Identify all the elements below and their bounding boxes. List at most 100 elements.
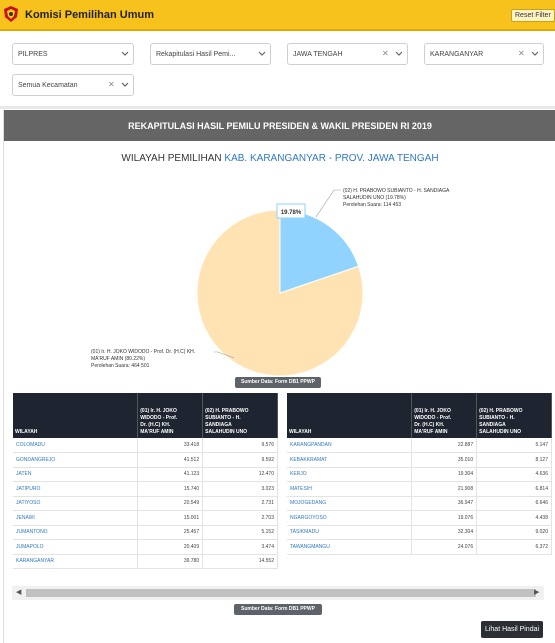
votes-01-cell: 20.549 — [137, 496, 204, 511]
region-link[interactable]: KERJO — [287, 467, 413, 482]
region-link[interactable]: JATEN — [13, 467, 139, 482]
clear-icon[interactable]: ✕ — [382, 49, 389, 58]
votes-02-cell: 2.703 — [202, 510, 278, 526]
table-row: TASIKMADU 32.304 9.020 — [287, 525, 552, 540]
col-01-line: MA'RUF AMIN — [414, 429, 448, 435]
table-header-row: WILAYAH (01) Ir. H. JOKO WIDODO - Prof. … — [287, 393, 552, 438]
table-row: KEBAKKRAMAT 35.010 8.127 — [287, 452, 552, 468]
table-row: JATEN 41.123 12.470 — [13, 467, 278, 482]
votes-01-cell: 19.304 — [411, 467, 478, 482]
result-panel: REKAPITULASI HASIL PEMILU PRESIDEN & WAK… — [3, 110, 555, 643]
slice-label: SALAHUDIN UNO (19.78%) — [343, 195, 406, 201]
votes-02-cell: 3.023 — [202, 481, 278, 497]
result-table-left: WILAYAH (01) Ir. H. JOKO WIDODO - Prof. … — [13, 393, 278, 569]
region-link[interactable]: MOJOGEDANG — [287, 496, 413, 511]
kabupaten-select-value: KARANGANYAR — [430, 51, 484, 58]
region-link[interactable]: JUMAPOLO — [13, 539, 139, 555]
horizontal-scrollbar[interactable]: ◀ ▶ — [12, 586, 544, 600]
votes-02-cell: 6.372 — [476, 539, 552, 555]
col-02-line: SANDIAGA — [205, 422, 232, 428]
kecamatan-select[interactable]: Semua Kecamatan ✕ — [12, 74, 134, 96]
votes-01-cell: 15.001 — [137, 510, 204, 526]
pemilu-select[interactable]: PILPRES — [12, 43, 134, 65]
region-link[interactable]: COLOMADU — [13, 438, 139, 453]
col-01-line: WIDODO - Prof. — [414, 415, 452, 421]
chevron-down-icon — [258, 51, 266, 56]
table-row: JUMANTONO 25.457 5.152 — [13, 525, 278, 540]
reset-filter-button[interactable]: Reset Filter — [511, 9, 555, 22]
votes-02-cell: 4.438 — [476, 510, 552, 526]
chevron-down-icon — [395, 51, 403, 56]
table-row: KERJO 19.304 4.636 — [287, 467, 552, 482]
clear-icon[interactable]: ✕ — [108, 80, 115, 89]
region-link[interactable]: JENAWI — [13, 510, 139, 526]
table-row: COLOMADU 33.418 9.576 — [13, 438, 278, 453]
table-row: JUMAPOLO 20.409 3.474 — [13, 539, 278, 555]
region-link[interactable]: KEBAKKRAMAT — [287, 452, 413, 468]
region-link[interactable]: JATIPURO — [13, 481, 139, 497]
votes-02-cell: 12.470 — [202, 467, 278, 482]
region-link[interactable]: TAWANGMANGU — [287, 539, 413, 555]
votes-02-cell: 9.576 — [202, 438, 278, 453]
view-scan-button[interactable]: Lihat Hasil Pindai — [481, 621, 543, 638]
scroll-left-arrow-icon[interactable]: ◀ — [16, 589, 22, 596]
source-badge: Sumber Data: Form DB1 PPWP — [235, 377, 321, 388]
region-link[interactable]: TASIKMADU — [287, 525, 413, 540]
region-link[interactable]: JATIYOSO — [13, 496, 139, 511]
votes-01-cell: 22.887 — [411, 438, 478, 453]
col-candidate-02: (02) H. PRABOWO SUBIANTO - H. SANDIAGA S… — [202, 393, 278, 438]
wilayah-prefix: WILAYAH PEMILIHAN — [121, 153, 222, 164]
table-row: KARANGANYAR 39.780 14.552 — [13, 554, 278, 569]
region-link[interactable]: GONDANGREJO — [13, 452, 139, 468]
table-row: MATESIH 21.908 6.814 — [287, 481, 552, 497]
region-link[interactable]: KARANGPANDAN — [287, 438, 413, 453]
votes-02-cell: 14.552 — [202, 554, 278, 569]
chevron-down-icon — [121, 82, 129, 87]
kabupaten-select[interactable]: KARANGANYAR ✕ — [424, 43, 544, 65]
panel-header: REKAPITULASI HASIL PEMILU PRESIDEN & WAK… — [4, 110, 555, 141]
votes-01-cell: 32.304 — [411, 525, 478, 540]
col-candidate-01: (01) Ir. H. JOKO WIDODO - Prof. Dr. (H.C… — [137, 393, 204, 438]
col-02-line: SUBIANTO - H. — [205, 415, 241, 421]
slice-label: (01) Ir. H. JOKO WIDODO - Prof. Dr. (H.C… — [91, 349, 195, 355]
votes-02-cell: 8.127 — [476, 452, 552, 468]
votes-01-cell: 25.457 — [137, 525, 204, 540]
clear-icon[interactable]: ✕ — [518, 49, 525, 58]
pie-slice-1[interactable] — [196, 209, 364, 377]
region-link[interactable]: MATESIH — [287, 481, 413, 497]
top-bar: Komisi Pemilihan Umum Reset Filter — [0, 0, 555, 31]
slice-votes: Perolehan Suara: 464 501 — [91, 363, 150, 369]
table-row: JATIPURO 15.740 3.023 — [13, 481, 278, 497]
table-row: MOJOGEDANG 36.947 6.646 — [287, 496, 552, 511]
table-row: KARANGPANDAN 22.887 5.147 — [287, 438, 552, 453]
source-badge-bottom: Sumber Data: Form DB1 PPWP — [234, 604, 322, 615]
table-body-right: KARANGPANDAN 22.887 5.147 KEBAKKRAMAT 35.010… — [287, 438, 552, 555]
table-row: TAWANGMANGU 24.076 6.372 — [287, 539, 552, 555]
votes-02-cell: 2.731 — [202, 496, 278, 511]
votes-01-cell: 35.010 — [411, 452, 478, 468]
wilayah-name[interactable]: KAB. KARANGANYAR - PROV. JAWA TENGAH — [224, 153, 439, 164]
divider — [0, 106, 555, 109]
provinsi-select[interactable]: JAWA TENGAH ✕ — [287, 43, 408, 65]
col-01-line: WIDODO - Prof. — [140, 415, 178, 421]
region-link[interactable]: JUMANTONO — [13, 525, 139, 540]
scroll-right-arrow-icon[interactable]: ▶ — [534, 589, 540, 596]
jenis-select[interactable]: Rekapitulasi Hasil Pemi... — [150, 43, 271, 65]
region-link[interactable]: KARANGANYAR — [13, 554, 139, 569]
col-01-line: MA'RUF AMIN — [140, 429, 174, 435]
table-body-left: COLOMADU 33.418 9.576 GONDANGREJO 41.512 9.59… — [13, 438, 278, 569]
col-01-line: (01) Ir. H. JOKO — [140, 408, 177, 414]
votes-01-cell: 36.947 — [411, 496, 478, 511]
scrollbar-thumb[interactable] — [26, 589, 536, 597]
tooltip-value: 19.78% — [281, 210, 302, 216]
label-connector — [214, 351, 235, 359]
region-link[interactable]: NGARGOYOSO — [287, 510, 413, 526]
table-row: NGARGOYOSO 19.076 4.438 — [287, 510, 552, 526]
col-01-line: Dr. (H.C) KH. — [140, 422, 171, 428]
panel-title: REKAPITULASI HASIL PEMILU PRESIDEN & WAK… — [128, 121, 432, 131]
pie-chart: (02) H. PRABOWO SUBIANTO - H. SANDIAGASA… — [91, 188, 450, 377]
table-header-row: WILAYAH (01) Ir. H. JOKO WIDODO - Prof. … — [13, 393, 278, 438]
table-row: JATIYOSO 20.549 2.731 — [13, 496, 278, 511]
col-02-line: SUBIANTO - H. — [479, 415, 515, 421]
kpu-logo-icon — [4, 6, 18, 22]
